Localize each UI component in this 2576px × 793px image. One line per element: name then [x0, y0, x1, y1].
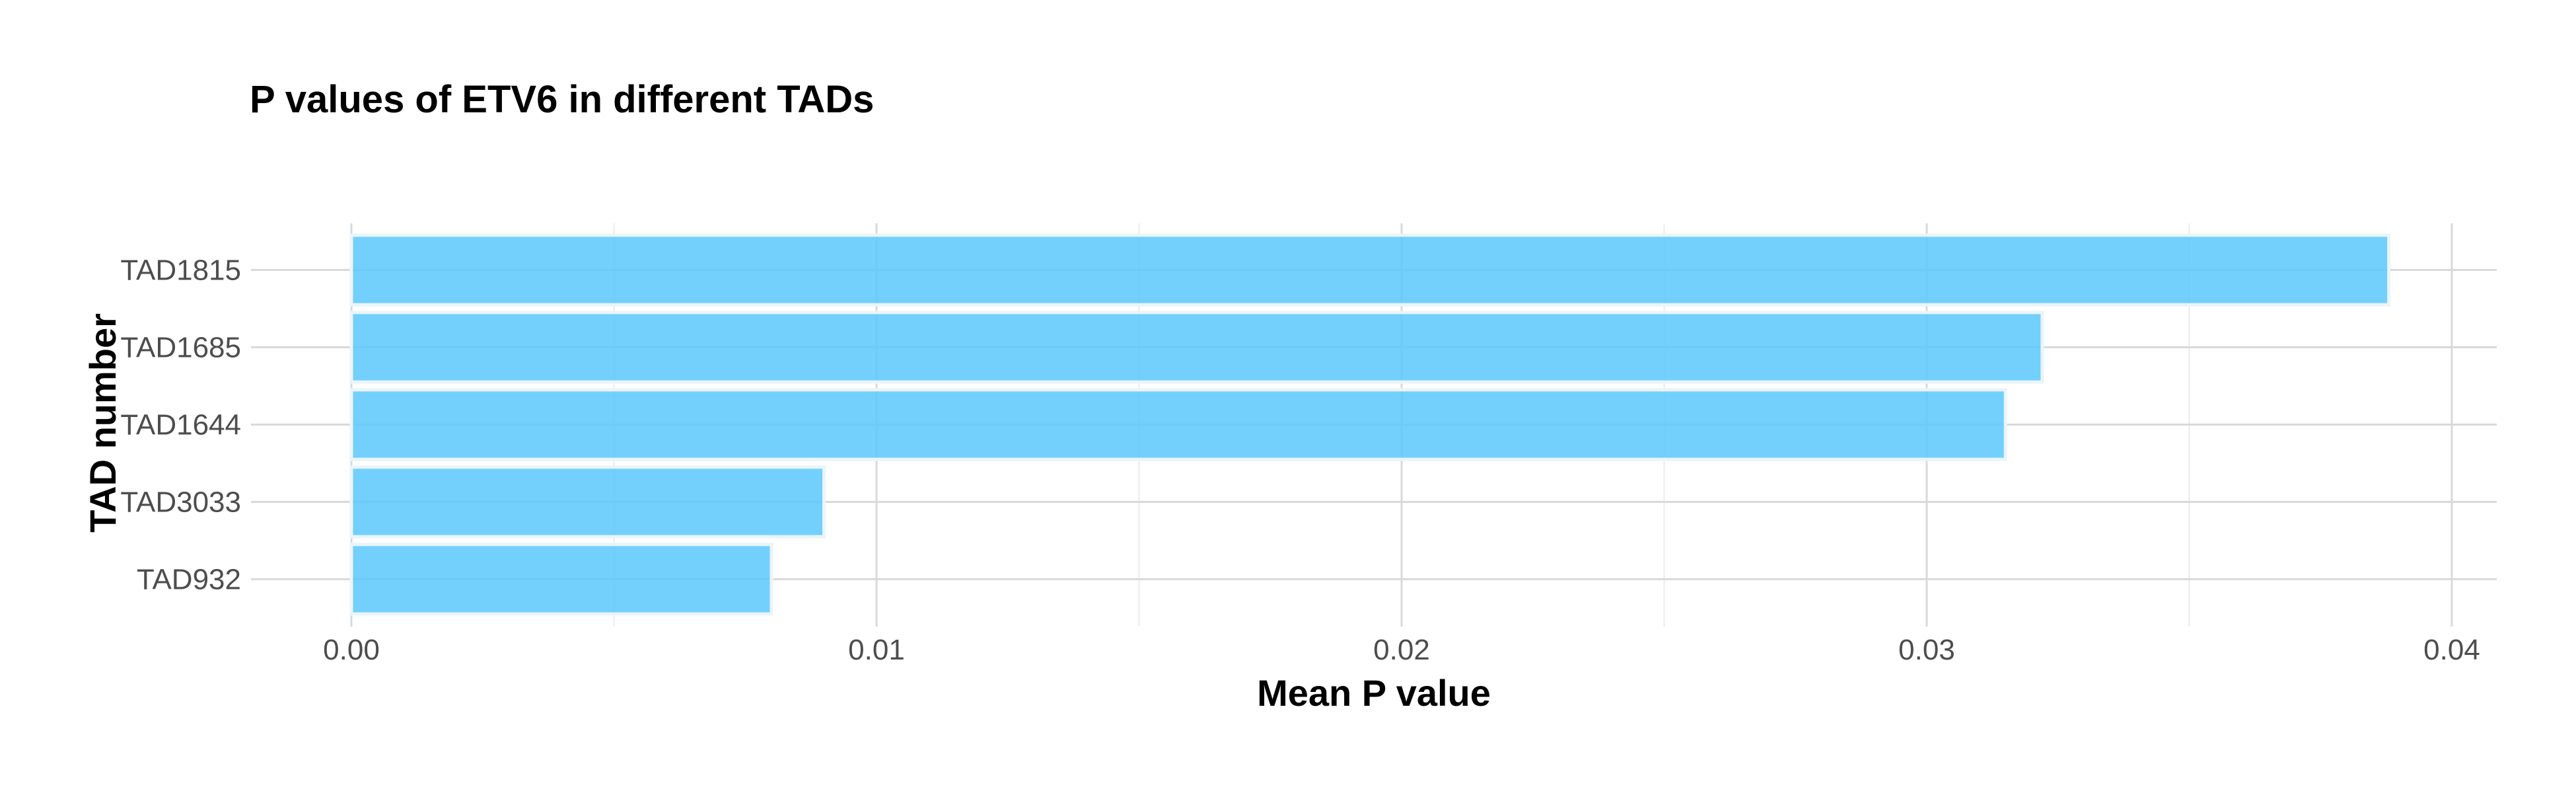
bar-tad1685	[349, 311, 2044, 384]
bar-tad1815	[349, 233, 2391, 307]
x-tick-labels: 0.00 0.01 0.02 0.03 0.04	[323, 634, 2480, 666]
bar-tad3033	[349, 465, 826, 539]
x-tick-label: 0.01	[848, 634, 905, 666]
y-tick-label: TAD1685	[120, 332, 241, 364]
y-tick-label: TAD1644	[120, 409, 241, 441]
x-tick-label: 0.00	[323, 634, 380, 666]
bar-tad1644	[349, 388, 2007, 461]
y-axis-title: TAD number	[82, 313, 124, 533]
bar-tad932	[349, 543, 773, 616]
y-tick-label: TAD3033	[120, 486, 241, 519]
y-tick-label: TAD932	[137, 564, 241, 596]
x-tick-label: 0.03	[1898, 634, 1955, 666]
x-tick-label: 0.02	[1373, 634, 1430, 666]
chart-title: P values of ETV6 in different TADs	[250, 78, 874, 121]
x-axis-title: Mean P value	[1257, 672, 1491, 714]
bars	[349, 233, 2391, 616]
x-tick-label: 0.04	[2423, 634, 2480, 666]
y-tick-labels: TAD1815 TAD1685 TAD1644 TAD3033 TAD932	[120, 254, 241, 596]
y-tick-label: TAD1815	[120, 254, 241, 287]
